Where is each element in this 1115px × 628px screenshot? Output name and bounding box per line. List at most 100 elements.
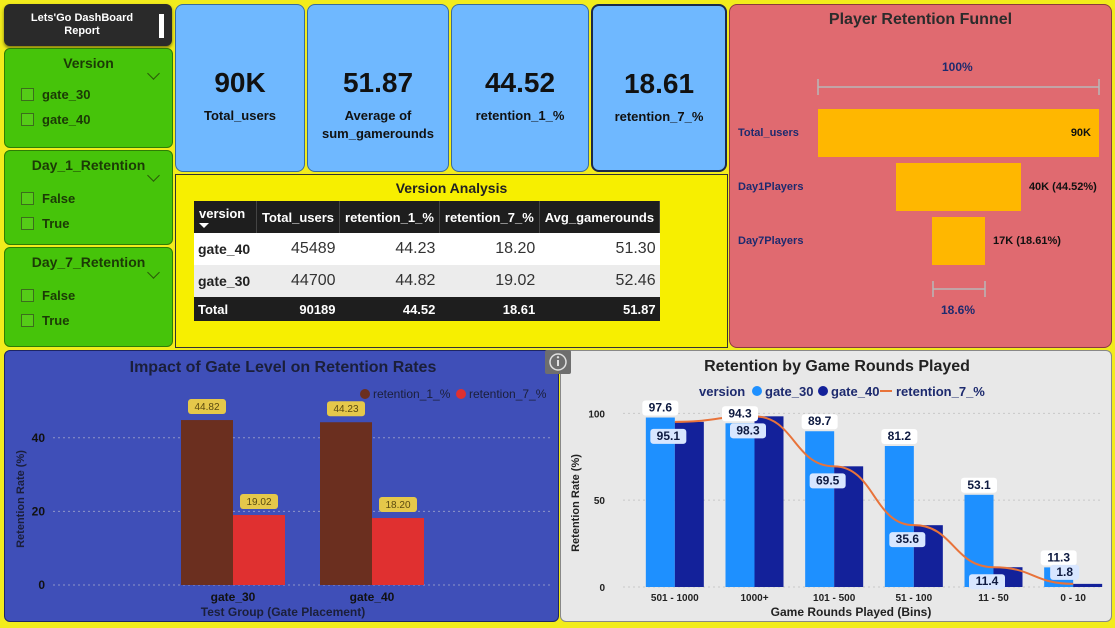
checkbox[interactable] [21,217,34,230]
y-axis-label: Retention Rate (%) [15,450,27,548]
funnel-top-pct: 100% [942,60,973,74]
data-label: 35.6 [896,532,920,546]
column-header-retention-1[interactable]: retention_1_% [339,201,440,233]
funnel-stage-label: Total_users [738,127,799,139]
data-label: 19.02 [246,497,271,508]
table-cell: 51.87 [539,297,660,321]
bar [233,515,285,585]
y-tick-label: 40 [32,431,46,445]
y-axis-label: Retention Rate (%) [570,454,582,552]
slicer-option-false[interactable]: False [21,191,75,206]
column-header-version[interactable]: version [194,201,257,233]
chart-title: Impact of Gate Level on Retention Rates [130,359,437,376]
bar [645,417,675,587]
data-label-bg [240,494,278,510]
funnel-stage-bar[interactable] [896,163,1021,211]
slicer-title: Day_1_Retention [31,157,146,173]
kpi-total-users: 90K Total_users [175,4,305,172]
funnel-stage-label: Day1Players [738,181,804,193]
legend-marker [752,386,762,396]
kpi-label: Average of sum_gamerounds [322,108,434,141]
sort-desc-icon[interactable] [199,223,209,228]
kpi-value: 51.87 [342,67,414,98]
data-label-bg [379,497,417,513]
info-icon[interactable] [545,350,571,374]
data-label: 1.8 [1056,565,1073,579]
funnel-brackets [817,79,1100,297]
bar [884,446,914,587]
table-cell: gate_30 [194,265,257,297]
data-label-bg [730,423,766,439]
kpi-avg-gamerounds: 51.87 Average of sum_gamerounds [307,4,449,172]
bar [725,423,755,587]
day1-retention-slicer: Day_1_Retention False True [4,150,173,245]
retention-by-game-rounds-chart: Retention by Game Rounds Played version ga… [570,358,1103,619]
bar [754,416,784,587]
data-label: 97.6 [649,401,673,415]
column-header-avg-gamerounds[interactable]: Avg_gamerounds [539,201,661,233]
slicer-option-gate-40[interactable]: gate_40 [21,112,90,127]
checkbox[interactable] [21,113,34,126]
data-label-bg [1050,564,1080,580]
data-label: 11.4 [976,574,999,588]
table-cell: 18.20 [439,233,540,265]
funnel-stage-bar[interactable] [931,217,986,265]
table-total-row: Total 90189 44.52 18.61 51.87 [194,297,660,321]
checkbox[interactable] [21,88,34,101]
funnel-title: Player Retention Funnel [828,11,1013,28]
funnel-bottom-pct: 18.6% [941,303,976,317]
slicer-option-true[interactable]: True [21,313,69,328]
table-cell: 44700 [256,265,340,297]
data-label: 44.23 [333,404,358,415]
x-axis-label: Game Rounds Played (Bins) [771,605,932,619]
x-tick-label: 11 - 50 [978,593,1009,604]
x-tick-label: 51 - 100 [895,593,932,604]
data-label-bg [881,429,918,445]
checkbox[interactable] [21,314,34,327]
legend-label: retention_7_% [896,384,985,399]
table-cell: 52.46 [539,265,660,297]
kpi-retention-1: 44.52 retention_1_% [451,4,589,172]
bar [320,422,372,585]
x-axis-label: Test Group (Gate Placement) [201,605,365,619]
slicer-option-true[interactable]: True [21,216,69,231]
data-label: 89.7 [808,414,832,428]
x-tick-label: 0 - 10 [1060,593,1086,604]
checkbox[interactable] [21,192,34,205]
data-label: 98.3 [736,423,760,437]
legend-marker [360,389,370,399]
bar [1073,583,1103,587]
version-slicer: Version gate_30 gate_40 [4,48,173,148]
kpi-label: retention_7_% [614,109,704,124]
bar [805,431,835,587]
table-cell: 19.02 [439,265,540,297]
table-cell: 90189 [256,297,340,321]
table-cell: 44.23 [339,233,440,265]
x-tick-label: gate_40 [350,590,395,604]
column-header-total-users[interactable]: Total_users [256,201,341,233]
y-tick-label: 100 [588,409,605,420]
column-header-retention-7[interactable]: retention_7_% [439,201,540,233]
version-table: version Total_users retention_1_% retent… [194,201,661,321]
data-label: 94.3 [728,406,752,420]
table-title: Version Analysis [395,180,508,196]
data-label-bg [722,406,758,422]
retention-by-game-rounds-chart-panel: Retention by Game Rounds Played version ga… [560,350,1112,622]
slicer-title: Version [63,55,114,71]
legend-title: version [699,384,745,399]
slicer-option-gate-30[interactable]: gate_30 [21,87,90,102]
bar [372,518,424,585]
funnel-stage-bar[interactable] [818,109,1099,157]
dashboard-title-button[interactable]: Lets'Go DashBoard Report [4,4,172,46]
data-label-bg [642,400,679,416]
gate-level-retention-chart: Impact of Gate Level on Retention Rates r… [15,359,550,619]
checkbox[interactable] [21,289,34,302]
funnel-stage-value: 17K (18.61%) [993,235,1061,247]
data-label: 11.3 [1047,550,1070,564]
y-tick-label: 50 [594,496,606,507]
data-label-bg [969,574,1005,590]
x-tick-label: 1000+ [740,593,768,604]
data-label-bg [1040,550,1077,566]
slicer-option-false[interactable]: False [21,288,75,303]
y-tick-label: 20 [32,504,46,518]
